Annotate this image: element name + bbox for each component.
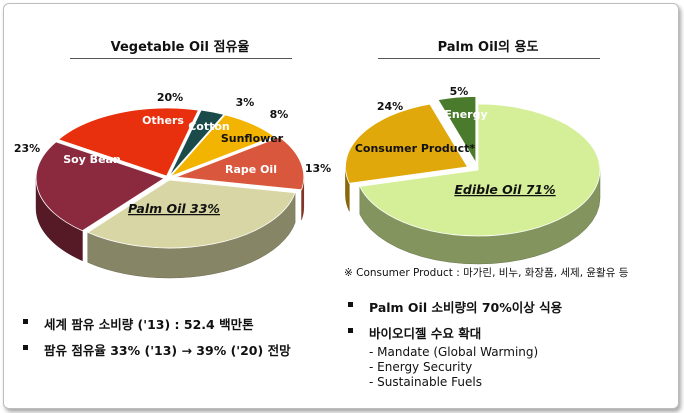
sub-item-sustainable-fuels: - Sustainable Fuels [369, 375, 482, 389]
bullet-square-icon [348, 302, 353, 307]
slice-label-cotton: Cotton [188, 120, 230, 133]
slice-percent-others: 20% [157, 91, 183, 104]
slice-label-soy-bean: Soy Bean [63, 153, 121, 166]
right-bullet-2: 바이오디젤 수요 확대 - Mandate (Global Warming) -… [345, 323, 562, 389]
slice-label-palm-oil: Palm Oil 33% [128, 201, 220, 216]
left-bullet-1-text: 세계 팜유 소비량 ('13) : 52.4 백만톤 [44, 317, 254, 332]
pie-slice-cotton [168, 109, 225, 177]
pie-slice-edible-oil [359, 103, 601, 237]
left-bullet-2: 팜유 점유율 33% ('13) → 39% ('20) 전망 [20, 340, 291, 359]
bullet-square-icon [348, 328, 353, 333]
left-panel-title: Vegetable Oil 점유율 [110, 40, 250, 55]
pie-slice-others [57, 107, 199, 177]
right-title-rule [378, 58, 600, 59]
pie-slices [345, 96, 601, 237]
slice-percent-energy: 5% [450, 85, 469, 98]
pie-slice-palm-oil [86, 179, 296, 249]
pie-slice-rape-oil [175, 136, 305, 191]
slice-percent-soy-bean: 23% [14, 142, 40, 155]
slice-label-energy: Energy [444, 108, 487, 121]
slice-label-others: Others [142, 114, 184, 127]
pie-slice-soy-bean [35, 141, 165, 232]
right-panel-title: Palm Oil의 용도 [437, 40, 539, 55]
sub-item-mandate: - Mandate (Global Warming) [369, 345, 539, 359]
right-bullet-1: Palm Oil 소비량의 70%이상 식용 [345, 297, 562, 316]
slice-label-edible-oil: Edible Oil 71% [454, 182, 555, 197]
left-bullet-2-text: 팜유 점유율 33% ('13) → 39% ('20) 전망 [44, 343, 291, 358]
slice-label-rape-oil: Rape Oil [225, 163, 277, 176]
left-bullet-1: 세계 팜유 소비량 ('13) : 52.4 백만톤 [20, 314, 291, 333]
left-title-rule [70, 58, 292, 59]
bullet-square-icon [23, 345, 28, 350]
sub-item-energy-security: - Energy Security [369, 360, 473, 374]
pie-slice-sunflower [170, 114, 275, 177]
slice-percent-consumer-product: 24% [377, 100, 403, 113]
slice-label-sunflower: Sunflower [221, 132, 284, 145]
slice-percent-rape-oil: 13% [305, 162, 331, 175]
pie-slices [35, 107, 305, 249]
right-bullet-list: Palm Oil 소비량의 70%이상 식용 바이오디젤 수요 확대 - Man… [345, 297, 562, 396]
biodiesel-reasons-list: - Mandate (Global Warming) - Energy Secu… [369, 345, 562, 389]
bullet-square-icon [23, 319, 28, 324]
consumer-product-footnote: ※ Consumer Product : 마가린, 비누, 화장품, 세제, 윤… [344, 267, 629, 279]
right-bullet-2-text: 바이오디젤 수요 확대 [369, 326, 482, 341]
slice-percent-sunflower: 8% [270, 108, 289, 121]
slice-label-consumer-product: Consumer Product* [355, 142, 476, 155]
slice-percent-cotton: 3% [236, 96, 255, 109]
pie-labels: Edible Oil 71% Consumer Product* 24% Energy… [355, 85, 556, 197]
pie-slice-energy [437, 96, 477, 164]
pie-side-walls [35, 177, 305, 279]
pie-labels: Palm Oil 33% Soy Bean 23% Others 20% Cotton 3%… [14, 91, 331, 216]
left-bullet-list: 세계 팜유 소비량 ('13) : 52.4 백만톤 팜유 점유율 33% ('… [20, 314, 291, 366]
right-bullet-1-text: Palm Oil 소비량의 70%이상 식용 [369, 300, 563, 315]
pie-slice-consumer-product [345, 103, 469, 184]
